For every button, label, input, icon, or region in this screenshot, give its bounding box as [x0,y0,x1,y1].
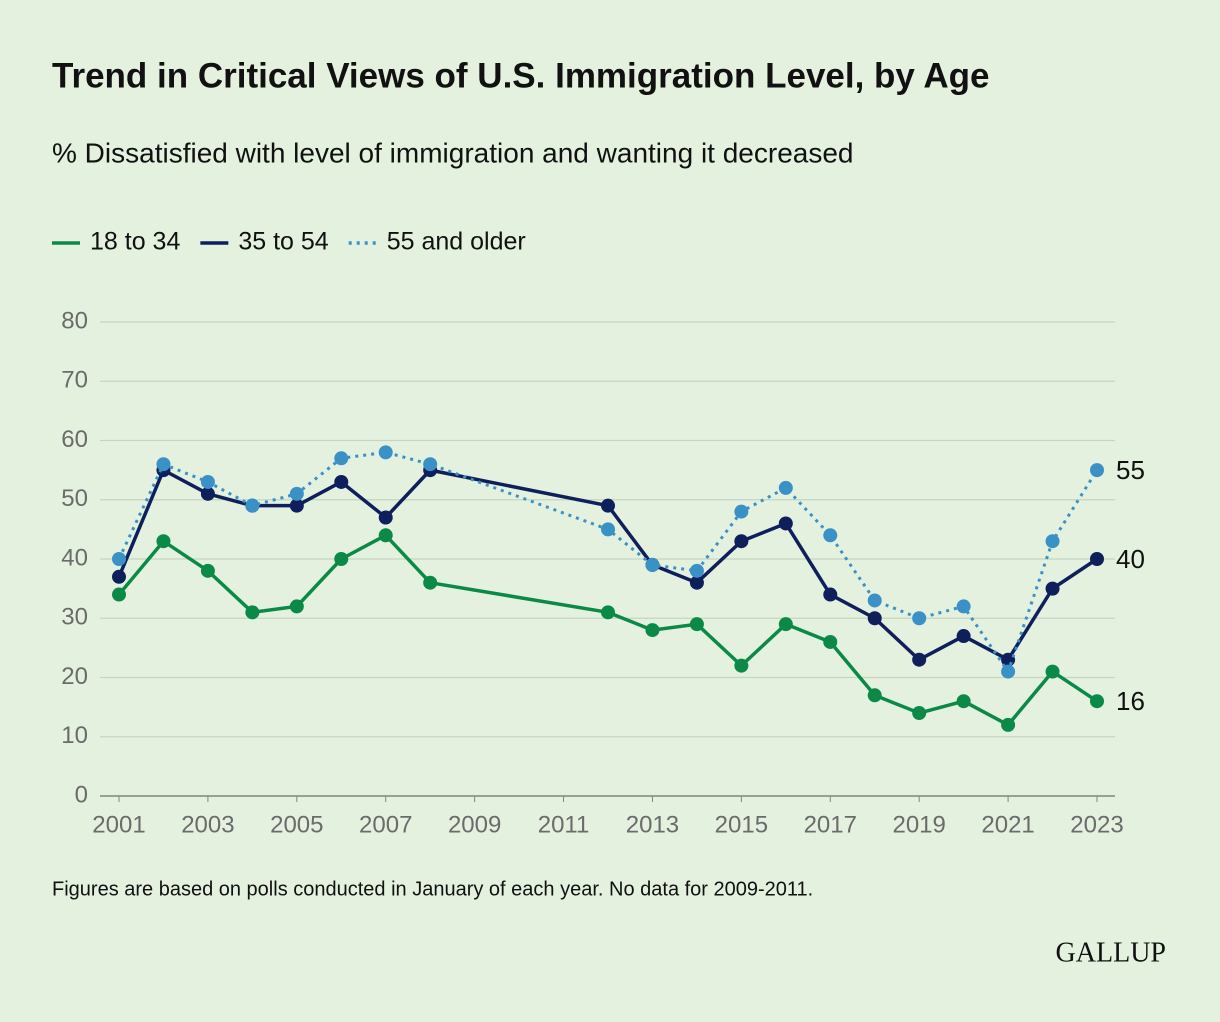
data-point [200,563,215,578]
data-point [912,611,927,626]
data-point [378,445,393,460]
data-point [156,457,171,472]
x-tick-label: 2017 [804,811,857,838]
x-tick-label: 2015 [715,811,768,838]
data-point [112,569,126,584]
x-tick-label: 2019 [892,811,945,838]
data-point [112,587,126,602]
x-tick-label: 2013 [626,811,679,838]
x-tick-label: 2001 [92,811,145,838]
data-point [734,504,749,519]
data-point [645,557,660,572]
data-point [912,706,927,721]
data-point [334,451,349,466]
x-tick-label: 2003 [181,811,234,838]
chart-subtitle: % Dissatisfied with level of immigration… [52,137,854,168]
y-tick-label: 0 [75,781,88,808]
x-tick-label: 2011 [538,811,590,838]
x-tick-label: 2009 [448,811,501,838]
data-point [645,623,660,638]
data-point [378,510,393,525]
source: GALLUP [1056,937,1166,968]
data-point [867,593,882,608]
data-point [778,617,793,632]
data-point [1045,664,1060,679]
data-point [1045,534,1060,549]
data-point [334,474,349,489]
data-point [601,605,615,620]
x-tick-label: 2021 [981,811,1034,838]
chart-title: Trend in Critical Views of U.S. Immigrat… [52,56,989,95]
data-point [956,629,971,644]
data-point [1001,717,1016,732]
data-point [423,457,438,472]
y-tick-label: 60 [61,426,88,453]
data-point [601,522,615,537]
data-point [1090,463,1104,478]
data-point [734,534,749,549]
end-label: 40 [1116,544,1145,574]
data-point [245,605,260,620]
data-point [778,480,793,495]
data-point [867,688,882,703]
end-label: 16 [1116,686,1145,716]
data-point [423,575,438,590]
end-label: 55 [1116,455,1145,485]
data-point [245,498,260,513]
y-tick-label: 80 [61,307,88,334]
legend-label: 35 to 54 [238,228,328,256]
x-tick-label: 2023 [1070,811,1123,838]
legend-label: 18 to 34 [90,228,180,256]
data-point [689,575,704,590]
series-line [117,450,1099,674]
data-point [200,486,215,501]
data-point [200,474,215,489]
data-point [867,611,882,626]
data-point [823,634,838,649]
legend-label: 55 and older [387,228,526,256]
data-point [1090,694,1104,709]
data-point [1045,581,1060,596]
data-point [378,528,393,543]
data-point [601,498,615,513]
data-point [289,498,304,513]
data-point [289,599,304,614]
x-tick-label: 2007 [359,811,412,838]
data-point [689,617,704,632]
data-point [956,694,971,709]
series-line [117,533,1098,727]
data-point [156,534,171,549]
y-tick-label: 70 [61,367,88,394]
y-tick-label: 10 [61,722,88,749]
data-point [823,587,838,602]
data-point [956,599,971,614]
data-point [112,552,126,566]
series-line [117,468,1098,662]
x-tick-label: 2005 [270,811,323,838]
data-point [334,552,349,566]
y-tick-label: 20 [61,663,88,690]
data-point [1090,552,1104,566]
data-point [689,563,704,578]
data-point [734,658,749,673]
data-point [1001,664,1016,679]
data-point [778,516,793,531]
y-tick-label: 50 [61,485,88,512]
data-point [912,652,927,667]
data-point [289,486,304,501]
y-tick-label: 30 [61,604,88,631]
data-point [823,528,838,543]
y-tick-label: 40 [61,544,88,571]
footnote: Figures are based on polls conducted in … [52,878,813,900]
